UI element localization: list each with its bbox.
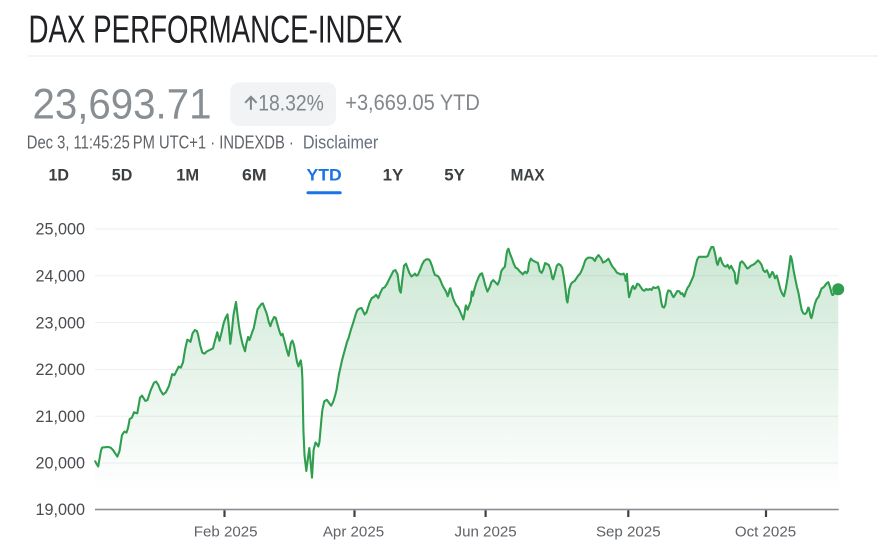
svg-text:Feb 2025: Feb 2025 (194, 524, 258, 541)
svg-text:Dec 3, 11:45:25 PM UTC+1 · IND: Dec 3, 11:45:25 PM UTC+1 · INDEXDB · (27, 132, 294, 153)
svg-text:20,000: 20,000 (35, 455, 85, 473)
svg-text:DAX PERFORMANCE-INDEX: DAX PERFORMANCE-INDEX (29, 8, 403, 51)
svg-text:Oct 2025: Oct 2025 (735, 524, 796, 541)
svg-text:5Y: 5Y (444, 166, 465, 185)
svg-text:Jun 2025: Jun 2025 (455, 524, 517, 541)
svg-text:6M: 6M (242, 166, 267, 185)
svg-text:1D: 1D (49, 166, 70, 185)
svg-text:22,000: 22,000 (35, 361, 85, 379)
svg-text:YTD: YTD (307, 166, 342, 185)
svg-text:19,000: 19,000 (35, 501, 85, 519)
svg-text:23,693.71: 23,693.71 (33, 81, 212, 129)
svg-text:MAX: MAX (511, 166, 545, 185)
svg-text:25,000: 25,000 (35, 221, 85, 239)
svg-text:1Y: 1Y (383, 166, 404, 185)
svg-text:21,000: 21,000 (35, 408, 85, 426)
svg-text:24,000: 24,000 (35, 268, 85, 286)
svg-text:18.32%: 18.32% (258, 90, 324, 115)
svg-text:1M: 1M (176, 166, 199, 185)
svg-text:+3,669.05 YTD: +3,669.05 YTD (345, 90, 480, 115)
svg-text:Apr 2025: Apr 2025 (323, 524, 384, 541)
svg-text:Sep 2025: Sep 2025 (596, 524, 661, 541)
svg-text:5D: 5D (112, 166, 133, 185)
svg-text:23,000: 23,000 (35, 314, 85, 332)
svg-text:Disclaimer: Disclaimer (303, 132, 378, 153)
